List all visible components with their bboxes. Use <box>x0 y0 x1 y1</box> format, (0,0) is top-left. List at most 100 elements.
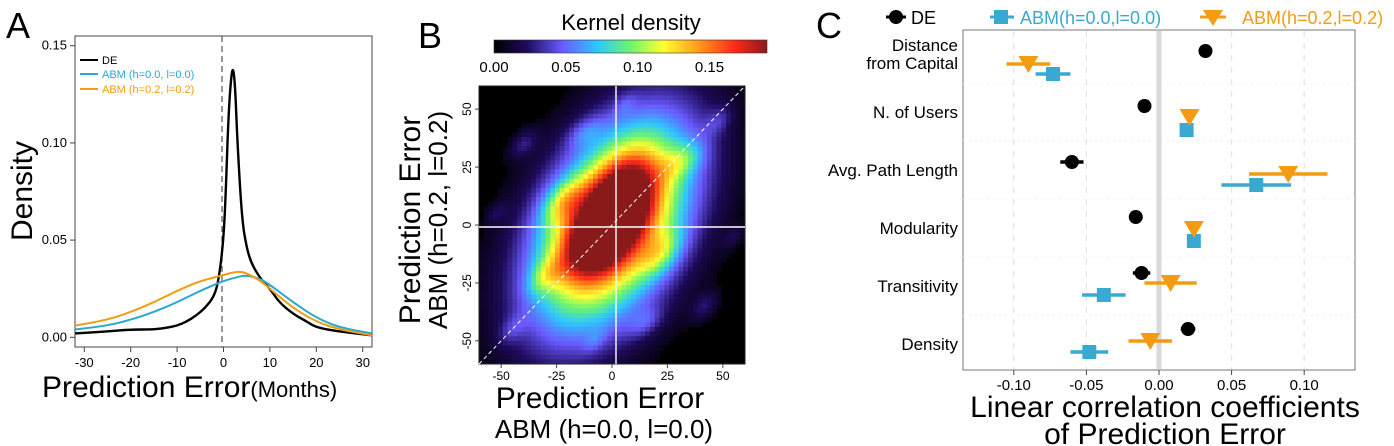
heat-cell <box>621 123 627 129</box>
heat-cell <box>517 317 523 323</box>
legend-c-abm02-marker <box>1203 10 1223 26</box>
panel-a-frame <box>74 35 373 348</box>
heat-cell <box>669 257 675 263</box>
panel-b-ylabel-sub: ABM (h=0.2, l=0.2) <box>423 111 453 329</box>
heat-cell <box>616 340 622 346</box>
panel-b-letter: B <box>418 15 442 56</box>
heat-cell <box>711 238 717 244</box>
heat-cell <box>493 201 499 207</box>
heat-cell <box>673 234 679 240</box>
heat-cell <box>716 123 722 129</box>
heat-cell <box>607 340 613 346</box>
heat-cell <box>716 234 722 240</box>
heat-cell <box>526 127 532 133</box>
heat-cell <box>578 127 584 133</box>
heat-cell <box>659 275 665 281</box>
heat-cell <box>607 192 613 198</box>
heat-cell <box>574 141 580 147</box>
heat-cell <box>564 350 570 356</box>
heat-cell <box>707 109 713 115</box>
heat-cell <box>583 183 589 189</box>
heat-cell <box>730 123 736 129</box>
heat-cell <box>692 211 698 217</box>
heat-cell <box>635 99 641 105</box>
heat-cell <box>711 289 717 295</box>
heat-cell <box>678 118 684 124</box>
heat-cell <box>502 234 508 240</box>
heat-cell <box>692 313 698 319</box>
heat-cell <box>507 317 513 323</box>
heat-cell <box>502 262 508 268</box>
heat-cell <box>688 201 694 207</box>
heat-cell <box>536 220 542 226</box>
heat-cell <box>545 336 551 342</box>
heat-cell <box>711 150 717 156</box>
heat-cell <box>588 322 594 328</box>
heat-cell <box>517 308 523 314</box>
heat-cell <box>564 201 570 207</box>
heat-cell <box>583 266 589 272</box>
heat-cell <box>521 317 527 323</box>
heat-cell <box>645 289 651 295</box>
heat-cell <box>635 201 641 207</box>
heat-cell <box>735 169 741 175</box>
heat-cell <box>616 299 622 305</box>
heat-cell <box>521 127 527 133</box>
heat-cell <box>692 289 698 295</box>
heat-cell <box>678 234 684 240</box>
heat-cell <box>602 141 608 147</box>
heat-cell <box>526 164 532 170</box>
heat-cell <box>507 294 513 300</box>
heat-cell <box>578 299 584 305</box>
heat-cell <box>678 220 684 226</box>
heat-cell <box>578 359 584 365</box>
heat-cell <box>574 201 580 207</box>
heat-cell <box>555 350 561 356</box>
heat-cell <box>569 354 575 360</box>
heat-cell <box>526 174 532 180</box>
heat-cell <box>479 331 485 337</box>
heat-cell <box>578 345 584 351</box>
heat-cell <box>517 243 523 249</box>
heat-cell <box>688 262 694 268</box>
heat-cell <box>635 197 641 203</box>
heat-cell <box>498 234 504 240</box>
heat-cell <box>588 262 594 268</box>
heat-cell <box>578 104 584 110</box>
heat-cell <box>498 220 504 226</box>
heat-cell <box>683 123 689 129</box>
heat-cell <box>664 197 670 203</box>
heat-cell <box>640 155 646 161</box>
heat-cell <box>640 150 646 156</box>
legend-c-de-marker <box>889 10 903 24</box>
heat-cell <box>673 132 679 138</box>
heat-cell <box>593 132 599 138</box>
heat-cell <box>664 132 670 138</box>
heat-cell <box>602 280 608 286</box>
heat-cell <box>635 313 641 319</box>
heat-cell <box>631 354 637 360</box>
heat-cell <box>721 118 727 124</box>
heat-cell <box>597 197 603 203</box>
heat-cell <box>635 229 641 235</box>
heat-cell <box>479 271 485 277</box>
heat-cell <box>512 345 518 351</box>
heat-cell <box>583 192 589 198</box>
heat-cell <box>479 340 485 346</box>
heat-cell <box>716 257 722 263</box>
heat-cell <box>555 150 561 156</box>
heat-cell <box>616 326 622 332</box>
heat-cell <box>669 141 675 147</box>
heat-cell <box>607 331 613 337</box>
heat-cell <box>597 118 603 124</box>
heat-cell <box>621 266 627 272</box>
heat-cell <box>659 95 665 101</box>
heat-cell <box>564 257 570 263</box>
heat-cell <box>550 289 556 295</box>
heat-cell <box>521 294 527 300</box>
heat-cell <box>569 99 575 105</box>
heat-cell <box>493 326 499 332</box>
heat-cell <box>502 266 508 272</box>
heat-cell <box>536 234 542 240</box>
heat-cell <box>711 169 717 175</box>
